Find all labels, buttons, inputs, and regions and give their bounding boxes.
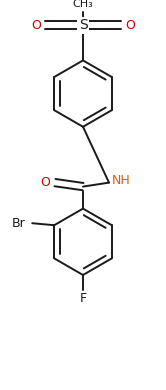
Text: F: F bbox=[80, 292, 86, 305]
Text: O: O bbox=[31, 19, 41, 32]
Text: CH₃: CH₃ bbox=[73, 0, 93, 9]
Text: NH: NH bbox=[112, 174, 130, 187]
Text: O: O bbox=[40, 176, 50, 189]
Text: Br: Br bbox=[11, 217, 25, 230]
Text: O: O bbox=[125, 19, 135, 32]
Text: S: S bbox=[79, 18, 87, 32]
